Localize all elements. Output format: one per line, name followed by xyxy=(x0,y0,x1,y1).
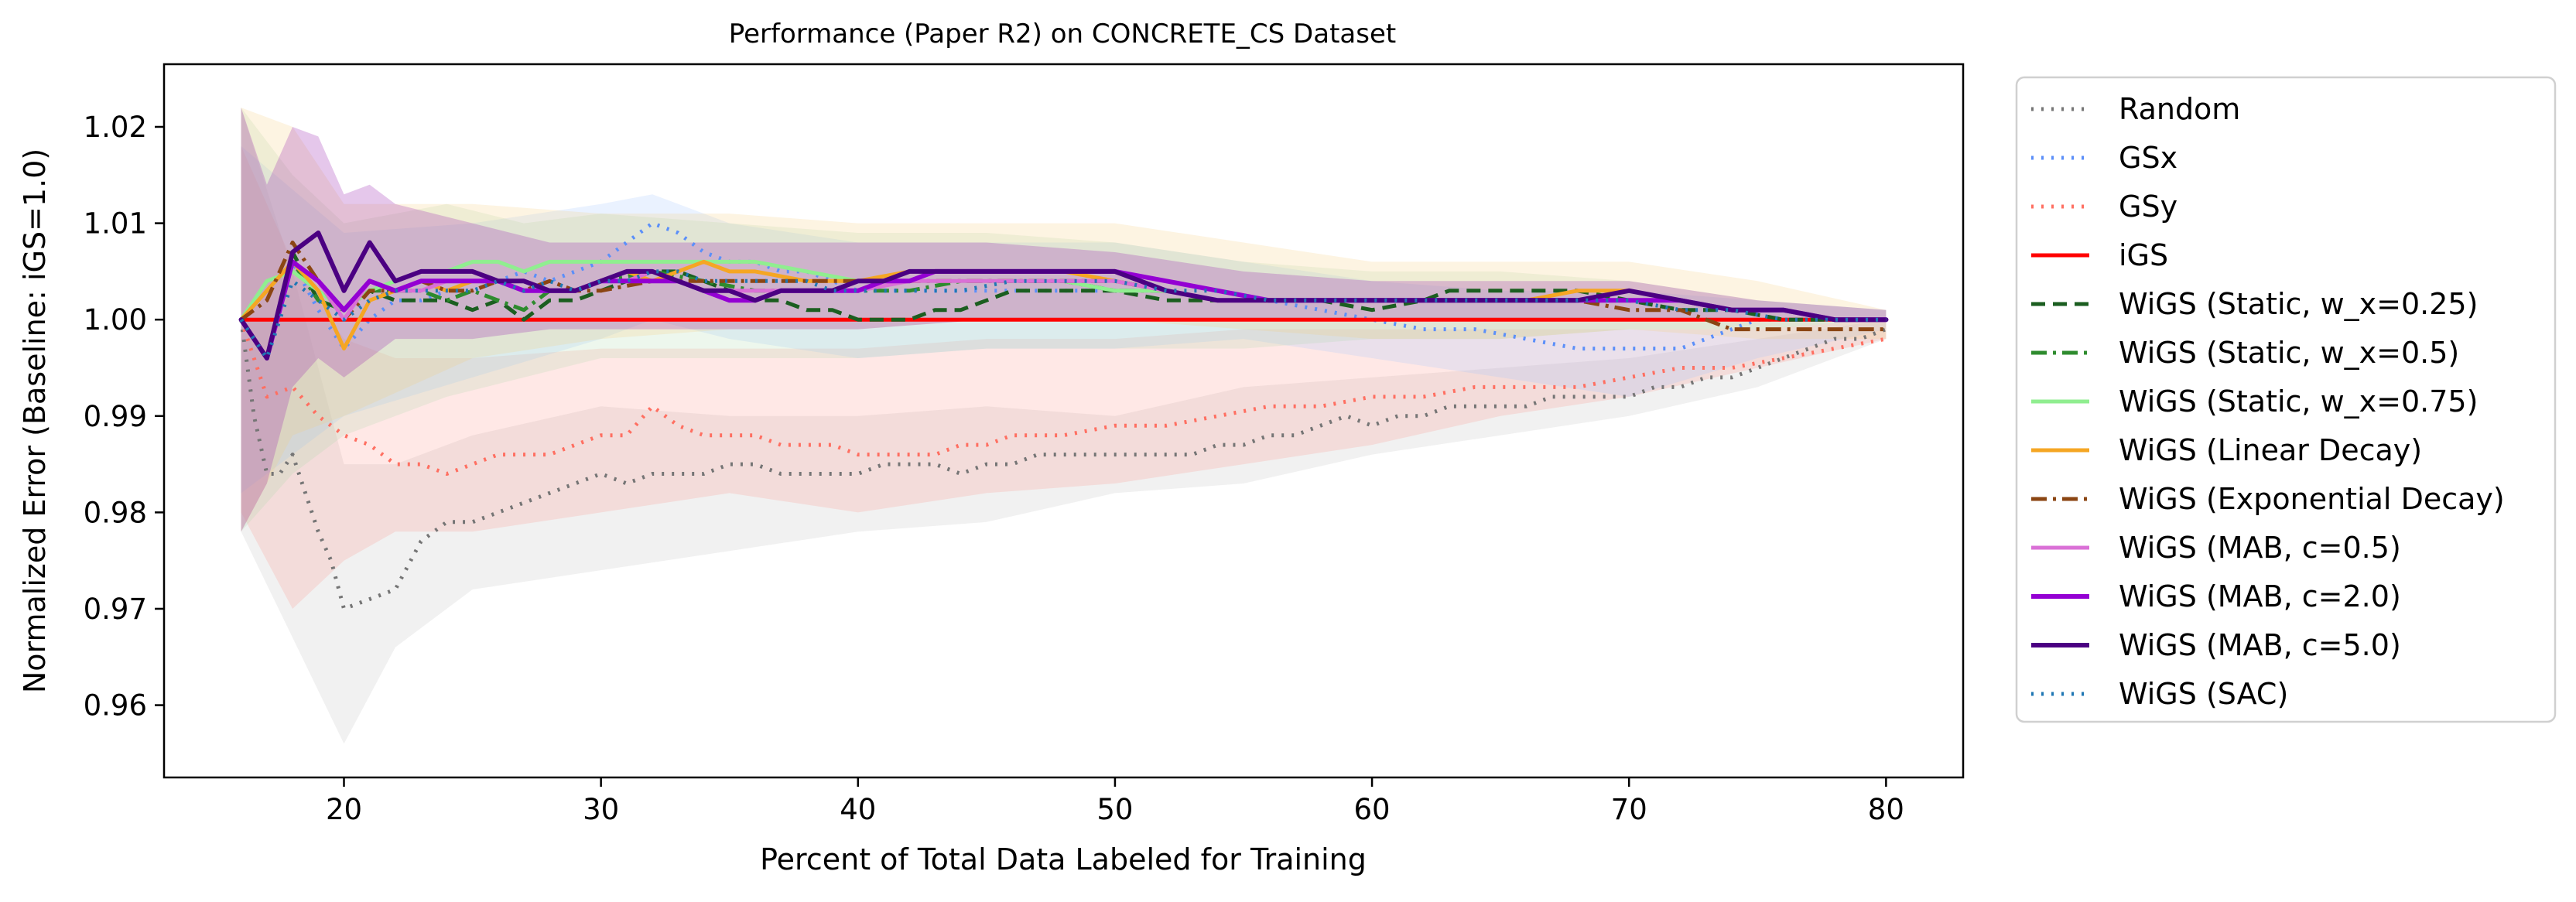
y-tick-label: 0.96 xyxy=(84,689,147,723)
legend-label: WiGS (Linear Decay) xyxy=(2119,433,2422,467)
legend-label: iGS xyxy=(2119,238,2168,272)
legend-label: WiGS (Static, w_x=0.5) xyxy=(2119,336,2459,370)
confidence-band-5 xyxy=(241,108,1887,532)
x-tick-label: 40 xyxy=(840,793,876,826)
x-tick-label: 50 xyxy=(1096,793,1133,826)
y-tick-label: 0.97 xyxy=(84,593,147,626)
legend-label: WiGS (Static, w_x=0.75) xyxy=(2119,384,2478,419)
legend-label: WiGS (SAC) xyxy=(2119,677,2288,711)
legend-label: WiGS (MAB, c=0.5) xyxy=(2119,531,2401,565)
legend-label: WiGS (Exponential Decay) xyxy=(2119,482,2505,516)
legend-label: GSx xyxy=(2119,141,2177,175)
legend-item-wigs-static-w-x-0-75: WiGS (Static, w_x=0.75) xyxy=(2031,384,2478,419)
legend-label: WiGS (Static, w_x=0.25) xyxy=(2119,287,2478,321)
legend-item-wigs-mab-c-0-5: WiGS (MAB, c=0.5) xyxy=(2031,531,2401,565)
x-axis-ticks: 20 30 40 50 60 70 80 xyxy=(326,777,1904,826)
y-tick-label: 0.98 xyxy=(84,496,147,529)
y-tick-label: 0.99 xyxy=(84,400,147,433)
plot-area-frame xyxy=(162,63,1965,779)
legend-item-random: Random xyxy=(2031,92,2240,126)
legend-label: WiGS (MAB, c=5.0) xyxy=(2119,628,2401,662)
legend-item-gsy: GSy xyxy=(2031,190,2177,224)
legend-item-gsx: GSx xyxy=(2031,141,2177,175)
legend: Random GSx GSy iGS WiGS (Static, w_x=0.25) Wi… xyxy=(2015,76,2557,723)
x-tick-label: 20 xyxy=(326,793,362,826)
legend-item-igs: iGS xyxy=(2031,238,2168,272)
legend-item-wigs-mab-c-2-0: WiGS (MAB, c=2.0) xyxy=(2031,579,2401,613)
confidence-band-2 xyxy=(241,145,1887,609)
chart-title: Performance (Paper R2) on CONCRETE_CS Da… xyxy=(729,19,1396,50)
x-axis-label: Percent of Total Data Labeled for Traini… xyxy=(760,842,1367,876)
series-lines xyxy=(238,221,1889,611)
legend-label: Random xyxy=(2119,92,2240,126)
series-line-wigs-static-w-x-0-25 xyxy=(239,250,1887,360)
y-tick-label: 1.01 xyxy=(84,207,147,241)
series-line-wigs-sac xyxy=(239,269,1887,360)
x-tick-label: 30 xyxy=(583,793,619,826)
y-tick-label: 1.02 xyxy=(84,111,147,144)
legend-item-wigs-exponential-decay: WiGS (Exponential Decay) xyxy=(2031,482,2505,516)
legend-box xyxy=(2015,76,2557,723)
x-tick-label: 70 xyxy=(1611,793,1647,826)
legend-item-wigs-sac: WiGS (SAC) xyxy=(2031,677,2288,711)
x-tick-label: 80 xyxy=(1868,793,1904,826)
confidence-bands xyxy=(241,108,1887,744)
legend-item-wigs-mab-c-5-0: WiGS (MAB, c=5.0) xyxy=(2031,628,2401,662)
series-line-random xyxy=(239,319,1887,611)
legend-label: GSy xyxy=(2119,190,2177,224)
confidence-band-1 xyxy=(241,108,1887,744)
y-tick-label: 1.00 xyxy=(84,303,147,337)
x-tick-label: 60 xyxy=(1354,793,1391,826)
legend-item-wigs-static-w-x-0-5: WiGS (Static, w_x=0.5) xyxy=(2031,336,2459,370)
legend-item-wigs-linear-decay: WiGS (Linear Decay) xyxy=(2031,433,2422,467)
y-axis-label: Normalized Error (Baseline: iGS=1.0) xyxy=(18,149,52,693)
y-axis-ticks: 0.96 0.97 0.98 0.99 1.00 1.01 1.02 xyxy=(84,111,164,723)
series-line-gsy xyxy=(239,319,1887,476)
legend-label: WiGS (MAB, c=2.0) xyxy=(2119,579,2401,613)
legend-item-wigs-static-w-x-0-25: WiGS (Static, w_x=0.25) xyxy=(2031,287,2478,321)
